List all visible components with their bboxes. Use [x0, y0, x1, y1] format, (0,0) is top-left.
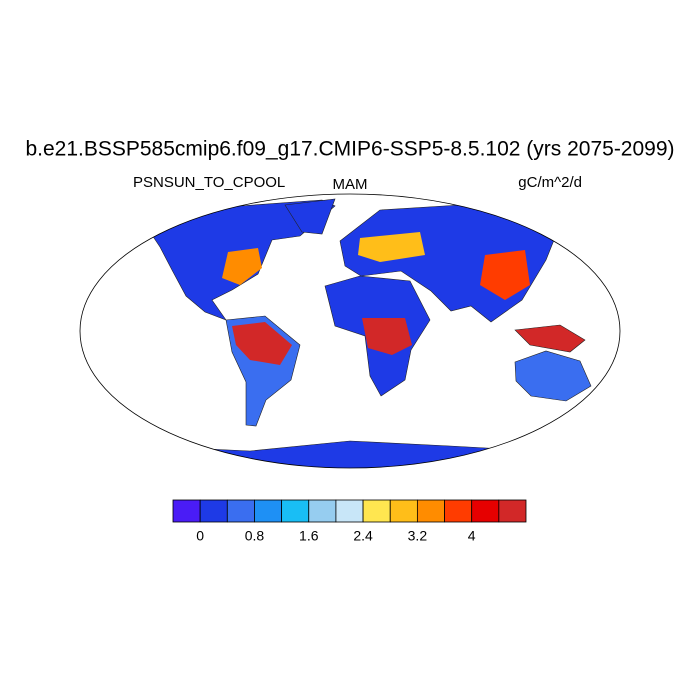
globe-outline: [79, 193, 621, 469]
colorbar-tick-label: 1.6: [299, 528, 319, 544]
colorbar-tick-label: 4: [468, 528, 476, 544]
colorbar-box: [226, 499, 255, 523]
greenland: [284, 198, 336, 235]
map: [143, 198, 592, 468]
colorbar-box: [172, 499, 201, 523]
left-label: PSNSUN_TO_CPOOL: [133, 174, 285, 191]
colorbar-box: [444, 499, 473, 523]
colorbar-box: [199, 499, 228, 523]
colorbar-box: [281, 499, 310, 523]
colorbar: 0 0.8 1.6 2.4 3.2 4: [172, 499, 527, 544]
colorbar-box: [471, 499, 500, 523]
colorbar-box: [308, 499, 337, 523]
title: b.e21.BSSP585cmip6.f09_g17.CMIP6-SSP5-8.…: [25, 138, 674, 161]
colorbar-box: [498, 499, 527, 523]
australia: [514, 350, 592, 402]
colorbar-box: [254, 499, 283, 523]
antarctica: [143, 440, 542, 468]
amazon: [232, 322, 292, 365]
colorbar-tick-label: 0: [196, 528, 204, 544]
colorbar-tick-label: 0.8: [245, 528, 265, 544]
colorbar-tick-label: 3.2: [408, 528, 428, 544]
colorbar-box: [335, 499, 364, 523]
colorbar-box: [389, 499, 418, 523]
colorbar-box: [362, 499, 391, 523]
indonesia: [514, 324, 586, 353]
center-label: MAM: [333, 176, 368, 193]
central-africa: [362, 318, 412, 355]
east-asia: [480, 250, 530, 300]
east-us: [222, 248, 262, 285]
colorbar-box: [416, 499, 445, 523]
europe: [358, 232, 425, 262]
colorbar-tick-label: 2.4: [353, 528, 373, 544]
right-label: gC/m^2/d: [518, 174, 582, 191]
